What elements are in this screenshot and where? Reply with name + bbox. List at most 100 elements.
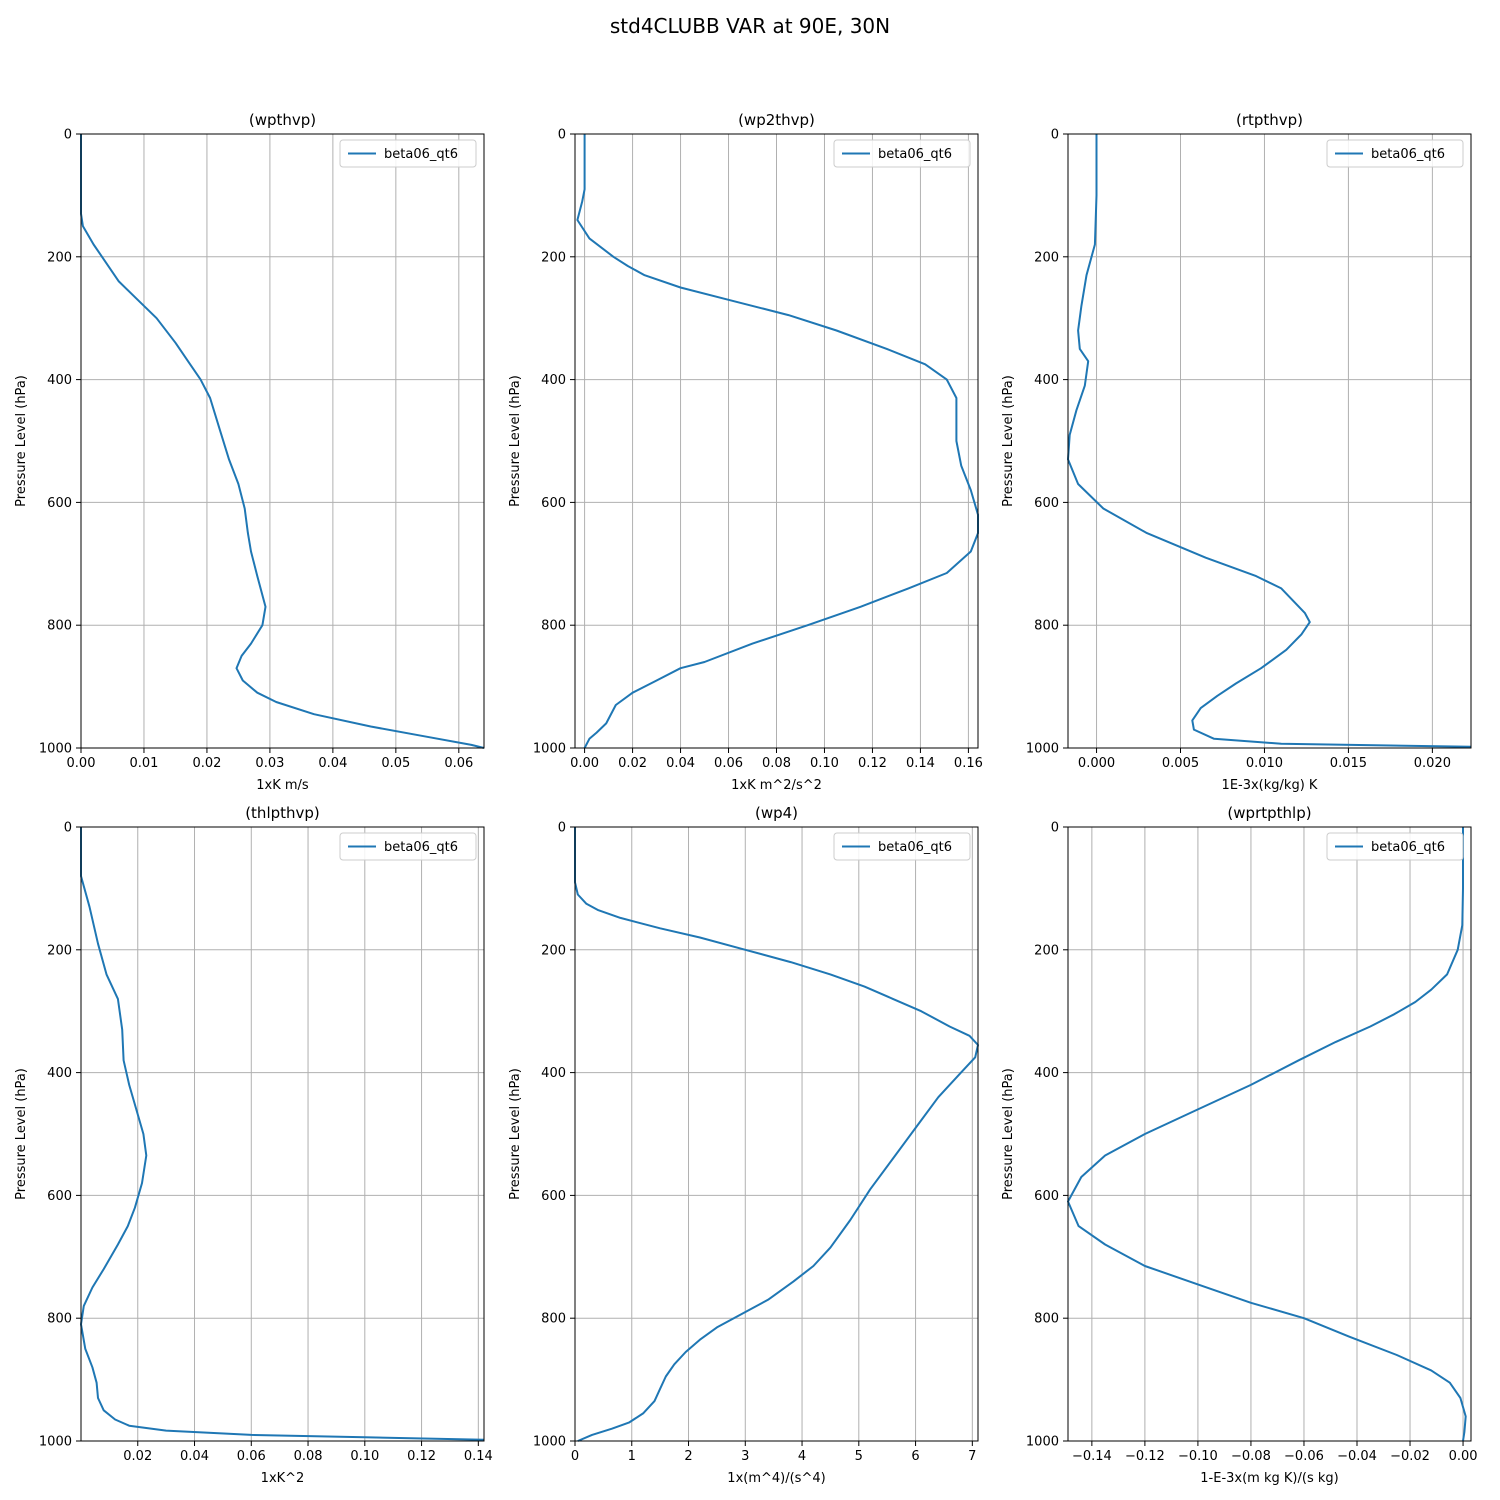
y-tick-label: 0 <box>64 128 72 143</box>
y-axis-label: Pressure Level (hPa) <box>1001 375 1016 507</box>
x-tick-label: 0.12 <box>858 756 887 771</box>
y-tick-label: 600 <box>47 496 72 511</box>
x-tick-label: −0.12 <box>1125 1449 1165 1464</box>
legend-box <box>339 139 477 168</box>
series-line <box>80 134 485 749</box>
x-tick-label: 0.14 <box>464 1449 493 1464</box>
axes-frame <box>1067 826 1472 1442</box>
x-axis-label: 1xK m/s <box>256 778 309 793</box>
y-tick-label: 1000 <box>533 742 566 757</box>
y-tick-label: 1000 <box>39 1435 72 1450</box>
y-tick-label: 0 <box>1051 128 1059 143</box>
subplot-3: 0.000 0.005 0.010 0.015 0.020 0 200 400 600 800 10… <box>1001 111 1472 793</box>
subplot-1: 0.00 0.01 0.02 0.03 0.04 0.05 0.06 0 200 400 600 80… <box>14 111 485 793</box>
x-tick-label: 0.03 <box>255 756 284 771</box>
x-tick-label: 5 <box>855 1449 863 1464</box>
x-tick-label: 0.05 <box>381 756 410 771</box>
x-tick-label: 0.020 <box>1414 756 1451 771</box>
y-tick-label: 800 <box>541 1312 566 1327</box>
x-tick-label: 0.015 <box>1330 756 1367 771</box>
subplot-6: −0.14 −0.12 −0.10 −0.08 −0.06 −0.04 −0.02 0.00 0… <box>1001 804 1478 1486</box>
axes-frame <box>574 826 979 1442</box>
series-line <box>80 827 485 1441</box>
y-tick-label: 400 <box>1034 1066 1059 1081</box>
x-tick-label: −0.14 <box>1072 1449 1112 1464</box>
x-tick-label: 0.06 <box>444 756 473 771</box>
subplot-title: (wp4) <box>755 804 798 822</box>
y-axis-label: Pressure Level (hPa) <box>14 375 29 507</box>
y-tick-label: 800 <box>47 619 72 634</box>
subplot-title: (thlpthvp) <box>245 804 320 822</box>
x-tick-label: 3 <box>741 1449 749 1464</box>
y-tick-label: 0 <box>64 821 72 836</box>
axes-frame <box>80 133 485 749</box>
x-tick-label: 0.04 <box>180 1449 209 1464</box>
y-axis-label: Pressure Level (hPa) <box>1001 1068 1016 1200</box>
x-tick-label: 7 <box>968 1449 976 1464</box>
y-tick-label: 0 <box>1051 821 1059 836</box>
subplot-title: (wp2thvp) <box>738 111 815 129</box>
figure-title: std4CLUBB VAR at 90E, 30N <box>609 14 891 38</box>
legend-label: beta06_qt6 <box>384 147 458 162</box>
x-tick-label: 0.16 <box>954 756 983 771</box>
legend-box <box>833 832 971 861</box>
y-tick-label: 200 <box>541 250 566 265</box>
subplot-title: (rtpthvp) <box>1236 111 1303 129</box>
subplot-2: 0.00 0.02 0.04 0.06 0.08 0.10 0.12 0.14 0.16 0 200… <box>508 111 983 793</box>
x-tick-label: 0.00 <box>1449 1449 1478 1464</box>
x-tick-label: 4 <box>798 1449 806 1464</box>
y-tick-label: 800 <box>1034 1312 1059 1327</box>
x-tick-label: 0.04 <box>318 756 347 771</box>
y-tick-label: 400 <box>47 1066 72 1081</box>
y-tick-label: 600 <box>1034 496 1059 511</box>
y-tick-label: 1000 <box>1026 742 1059 757</box>
legend-label: beta06_qt6 <box>878 840 952 855</box>
x-tick-label: 0.12 <box>407 1449 436 1464</box>
x-tick-label: 0.14 <box>906 756 935 771</box>
legend-box <box>833 139 971 168</box>
y-tick-label: 200 <box>47 943 72 958</box>
x-tick-label: −0.10 <box>1178 1449 1218 1464</box>
x-tick-label: 0.08 <box>294 1449 323 1464</box>
y-tick-label: 1000 <box>533 1435 566 1450</box>
x-tick-label: 0.00 <box>67 756 96 771</box>
x-tick-label: 0.10 <box>810 756 839 771</box>
x-tick-label: 0.06 <box>714 756 743 771</box>
x-axis-label: 1xK^2 <box>261 1471 305 1486</box>
legend-label: beta06_qt6 <box>384 840 458 855</box>
axes-frame <box>1067 133 1472 749</box>
y-tick-label: 200 <box>541 943 566 958</box>
legend-box <box>1326 832 1464 861</box>
subplot-4: 0.02 0.04 0.06 0.08 0.10 0.12 0.14 0 200 400 600 80… <box>14 804 493 1486</box>
x-tick-label: 0.02 <box>618 756 647 771</box>
x-tick-label: 0.10 <box>350 1449 379 1464</box>
y-tick-label: 800 <box>541 619 566 634</box>
x-tick-label: −0.02 <box>1390 1449 1430 1464</box>
legend-label: beta06_qt6 <box>1371 147 1445 162</box>
legend-label: beta06_qt6 <box>878 147 952 162</box>
y-tick-label: 0 <box>558 821 566 836</box>
y-tick-label: 600 <box>47 1189 72 1204</box>
x-tick-label: 0.005 <box>1162 756 1199 771</box>
subplot-title: (wpthvp) <box>249 111 316 129</box>
y-tick-label: 200 <box>47 250 72 265</box>
subplot-5: 0 1 2 3 4 5 6 7 0 200 400 600 800 1000 (wp4) 1x(m^4)/(s… <box>508 804 979 1486</box>
legend-box <box>1326 139 1464 168</box>
x-tick-label: 0.02 <box>192 756 221 771</box>
x-tick-label: 0.00 <box>570 756 599 771</box>
y-tick-label: 400 <box>541 1066 566 1081</box>
x-tick-label: 0.000 <box>1078 756 1115 771</box>
series-line <box>1067 827 1467 1442</box>
x-axis-label: 1E-3x(kg/kg) K <box>1222 778 1318 793</box>
x-axis-label: 1x(m^4)/(s^4) <box>727 1471 825 1486</box>
y-axis-label: Pressure Level (hPa) <box>14 1068 29 1200</box>
legend-label: beta06_qt6 <box>1371 840 1445 855</box>
y-tick-label: 600 <box>541 1189 566 1204</box>
y-tick-label: 800 <box>47 1312 72 1327</box>
y-tick-label: 1000 <box>39 742 72 757</box>
x-tick-label: 0.02 <box>123 1449 152 1464</box>
x-tick-label: −0.04 <box>1337 1449 1377 1464</box>
y-tick-label: 400 <box>47 373 72 388</box>
